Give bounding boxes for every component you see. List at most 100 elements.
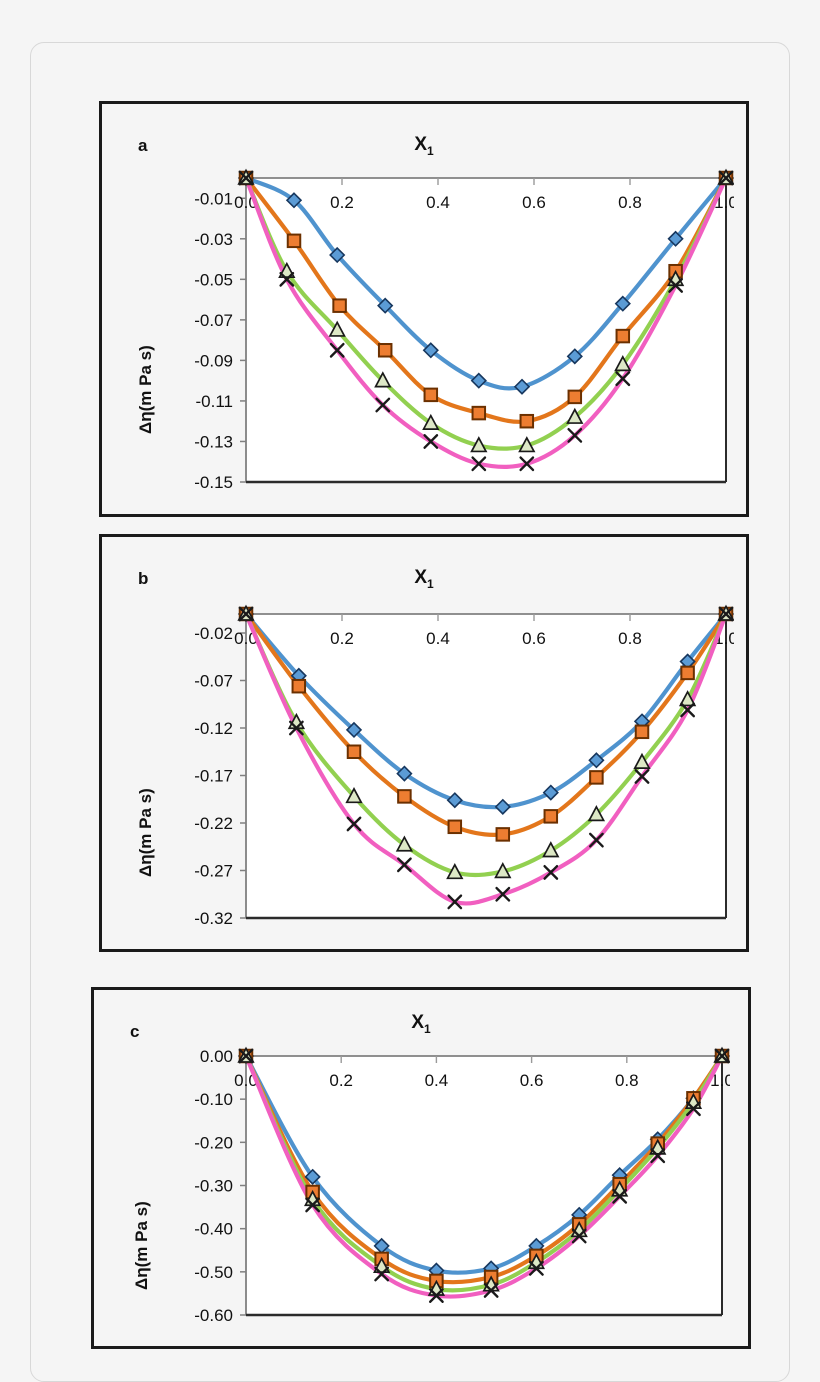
panel-b: b X1 Δη(m Pa s) -0.02 -0.07 -0.12 -0.17 -0.2… <box>99 534 749 952</box>
panel-c-letter: c <box>130 1022 140 1041</box>
y-tick-label: -0.09 <box>194 351 233 370</box>
marker-square <box>589 770 604 785</box>
x-tick-label: 0.4 <box>426 629 450 648</box>
y-tick-label: -0.05 <box>194 270 233 289</box>
marker-cross <box>612 1188 628 1204</box>
series-line-series-1 <box>243 1053 725 1275</box>
marker-square <box>680 665 695 681</box>
marker-diamond <box>285 192 303 209</box>
marker-cross <box>375 397 391 413</box>
marker-cross <box>374 1266 390 1282</box>
marker-square <box>346 744 362 759</box>
panel-c-axis-title: X1 <box>94 1012 748 1036</box>
marker-square <box>471 405 487 421</box>
y-tick-label: -0.15 <box>194 473 233 492</box>
marker-cross <box>718 170 734 186</box>
marker-cross <box>686 1101 701 1117</box>
marker-cross <box>495 886 511 902</box>
x-tick-label: 0.4 <box>426 193 450 212</box>
x-tick-label: 0.8 <box>615 1071 639 1090</box>
marker-triangle <box>278 261 296 279</box>
marker-cross <box>615 371 631 387</box>
series-markers <box>237 604 734 910</box>
marker-cross <box>289 720 304 736</box>
series-markers-series-4 <box>238 170 734 472</box>
panel-c-axis-title-sub: 1 <box>424 1021 431 1036</box>
marker-cross <box>668 278 683 293</box>
marker-triangle <box>633 752 651 769</box>
marker-cross <box>680 702 695 718</box>
marker-diamond <box>614 295 631 312</box>
marker-cross <box>650 1148 666 1164</box>
marker-triangle <box>614 355 632 372</box>
marker-cross <box>528 1260 544 1276</box>
panel-c-svg: 0.00 -0.10 -0.20 -0.30 -0.40 -0.50 -0.60 0.0 0.2… <box>194 1046 730 1325</box>
marker-cross <box>567 427 583 443</box>
marker-cross <box>589 832 604 848</box>
marker-triangle <box>566 407 584 424</box>
marker-square <box>377 343 393 358</box>
y-tick-label: -0.17 <box>194 767 233 786</box>
marker-square <box>332 298 347 313</box>
marker-square <box>543 809 559 824</box>
series-markers <box>237 168 734 472</box>
marker-square <box>519 413 535 429</box>
panel-c: c X1 Δη(m Pa s) 0.00 -0.10 -0.20 -0.30 -0.40… <box>91 987 751 1349</box>
marker-triangle <box>395 835 414 852</box>
marker-triangle <box>494 862 512 879</box>
marker-diamond <box>667 230 684 247</box>
y-tick-label: -0.32 <box>194 909 233 928</box>
y-tick-label: -0.10 <box>194 1090 233 1109</box>
marker-cross <box>397 857 412 873</box>
panel-a-axis-title: X1 <box>102 134 746 158</box>
panel-a-axis-title-text: X <box>414 134 427 155</box>
panel-a-axis-title-sub: 1 <box>427 143 434 158</box>
marker-triangle <box>542 841 560 858</box>
marker-cross <box>714 1048 730 1064</box>
y-tick-label: -0.02 <box>194 624 233 643</box>
marker-triangle <box>345 786 363 804</box>
marker-square <box>286 233 302 249</box>
series-markers-series-4 <box>238 1048 730 1303</box>
marker-cross <box>519 456 535 472</box>
y-tick-label: 0.00 <box>200 1047 233 1066</box>
marker-diamond <box>542 784 559 801</box>
y-tick-label: -0.07 <box>194 672 233 691</box>
y-tick-label: -0.60 <box>194 1306 233 1325</box>
marker-diamond <box>513 378 531 395</box>
marker-cross <box>238 606 254 622</box>
marker-square <box>615 328 631 344</box>
panel-b-ylabel: Δη(m Pa s) <box>136 788 155 877</box>
x-tick-label: 0.6 <box>522 193 546 212</box>
panel-c-axis-title-text: X <box>411 1012 424 1033</box>
x-tick-label: 1.0 <box>710 1071 730 1090</box>
marker-triangle <box>374 371 392 388</box>
y-tick-label: -0.01 <box>194 189 233 208</box>
marker-diamond <box>396 765 413 782</box>
y-tick-label: -0.07 <box>194 311 233 330</box>
y-tick-label: -0.12 <box>194 719 233 738</box>
y-tick-label: -0.03 <box>194 230 233 249</box>
x-tick-label: 0.0 <box>234 629 258 648</box>
marker-cross <box>238 170 254 186</box>
y-tick-label: -0.50 <box>194 1263 233 1282</box>
y-tick-label: -0.40 <box>194 1220 233 1239</box>
panel-a-letter: a <box>138 136 148 155</box>
marker-diamond <box>422 342 439 359</box>
y-tick-label: -0.20 <box>194 1133 233 1152</box>
panel-b-plot: -0.02 -0.07 -0.12 -0.17 -0.22 -0.27 -0.32 0.0 0.… <box>154 600 734 930</box>
x-tick-label: 0.4 <box>425 1071 449 1090</box>
marker-cross <box>543 865 559 880</box>
marker-cross <box>571 1228 587 1244</box>
y-tick-label: -0.11 <box>196 392 234 411</box>
panel-b-axis-title-text: X <box>414 567 427 588</box>
marker-cross <box>634 769 650 784</box>
marker-diamond <box>470 372 487 389</box>
marker-triangle <box>678 690 697 707</box>
marker-diamond <box>377 297 394 314</box>
marker-diamond <box>345 721 363 739</box>
x-tick-label: 0.6 <box>522 629 546 648</box>
marker-triangle <box>446 862 464 880</box>
series-markers-series-4 <box>238 606 734 910</box>
panel-b-letter: b <box>138 569 149 588</box>
